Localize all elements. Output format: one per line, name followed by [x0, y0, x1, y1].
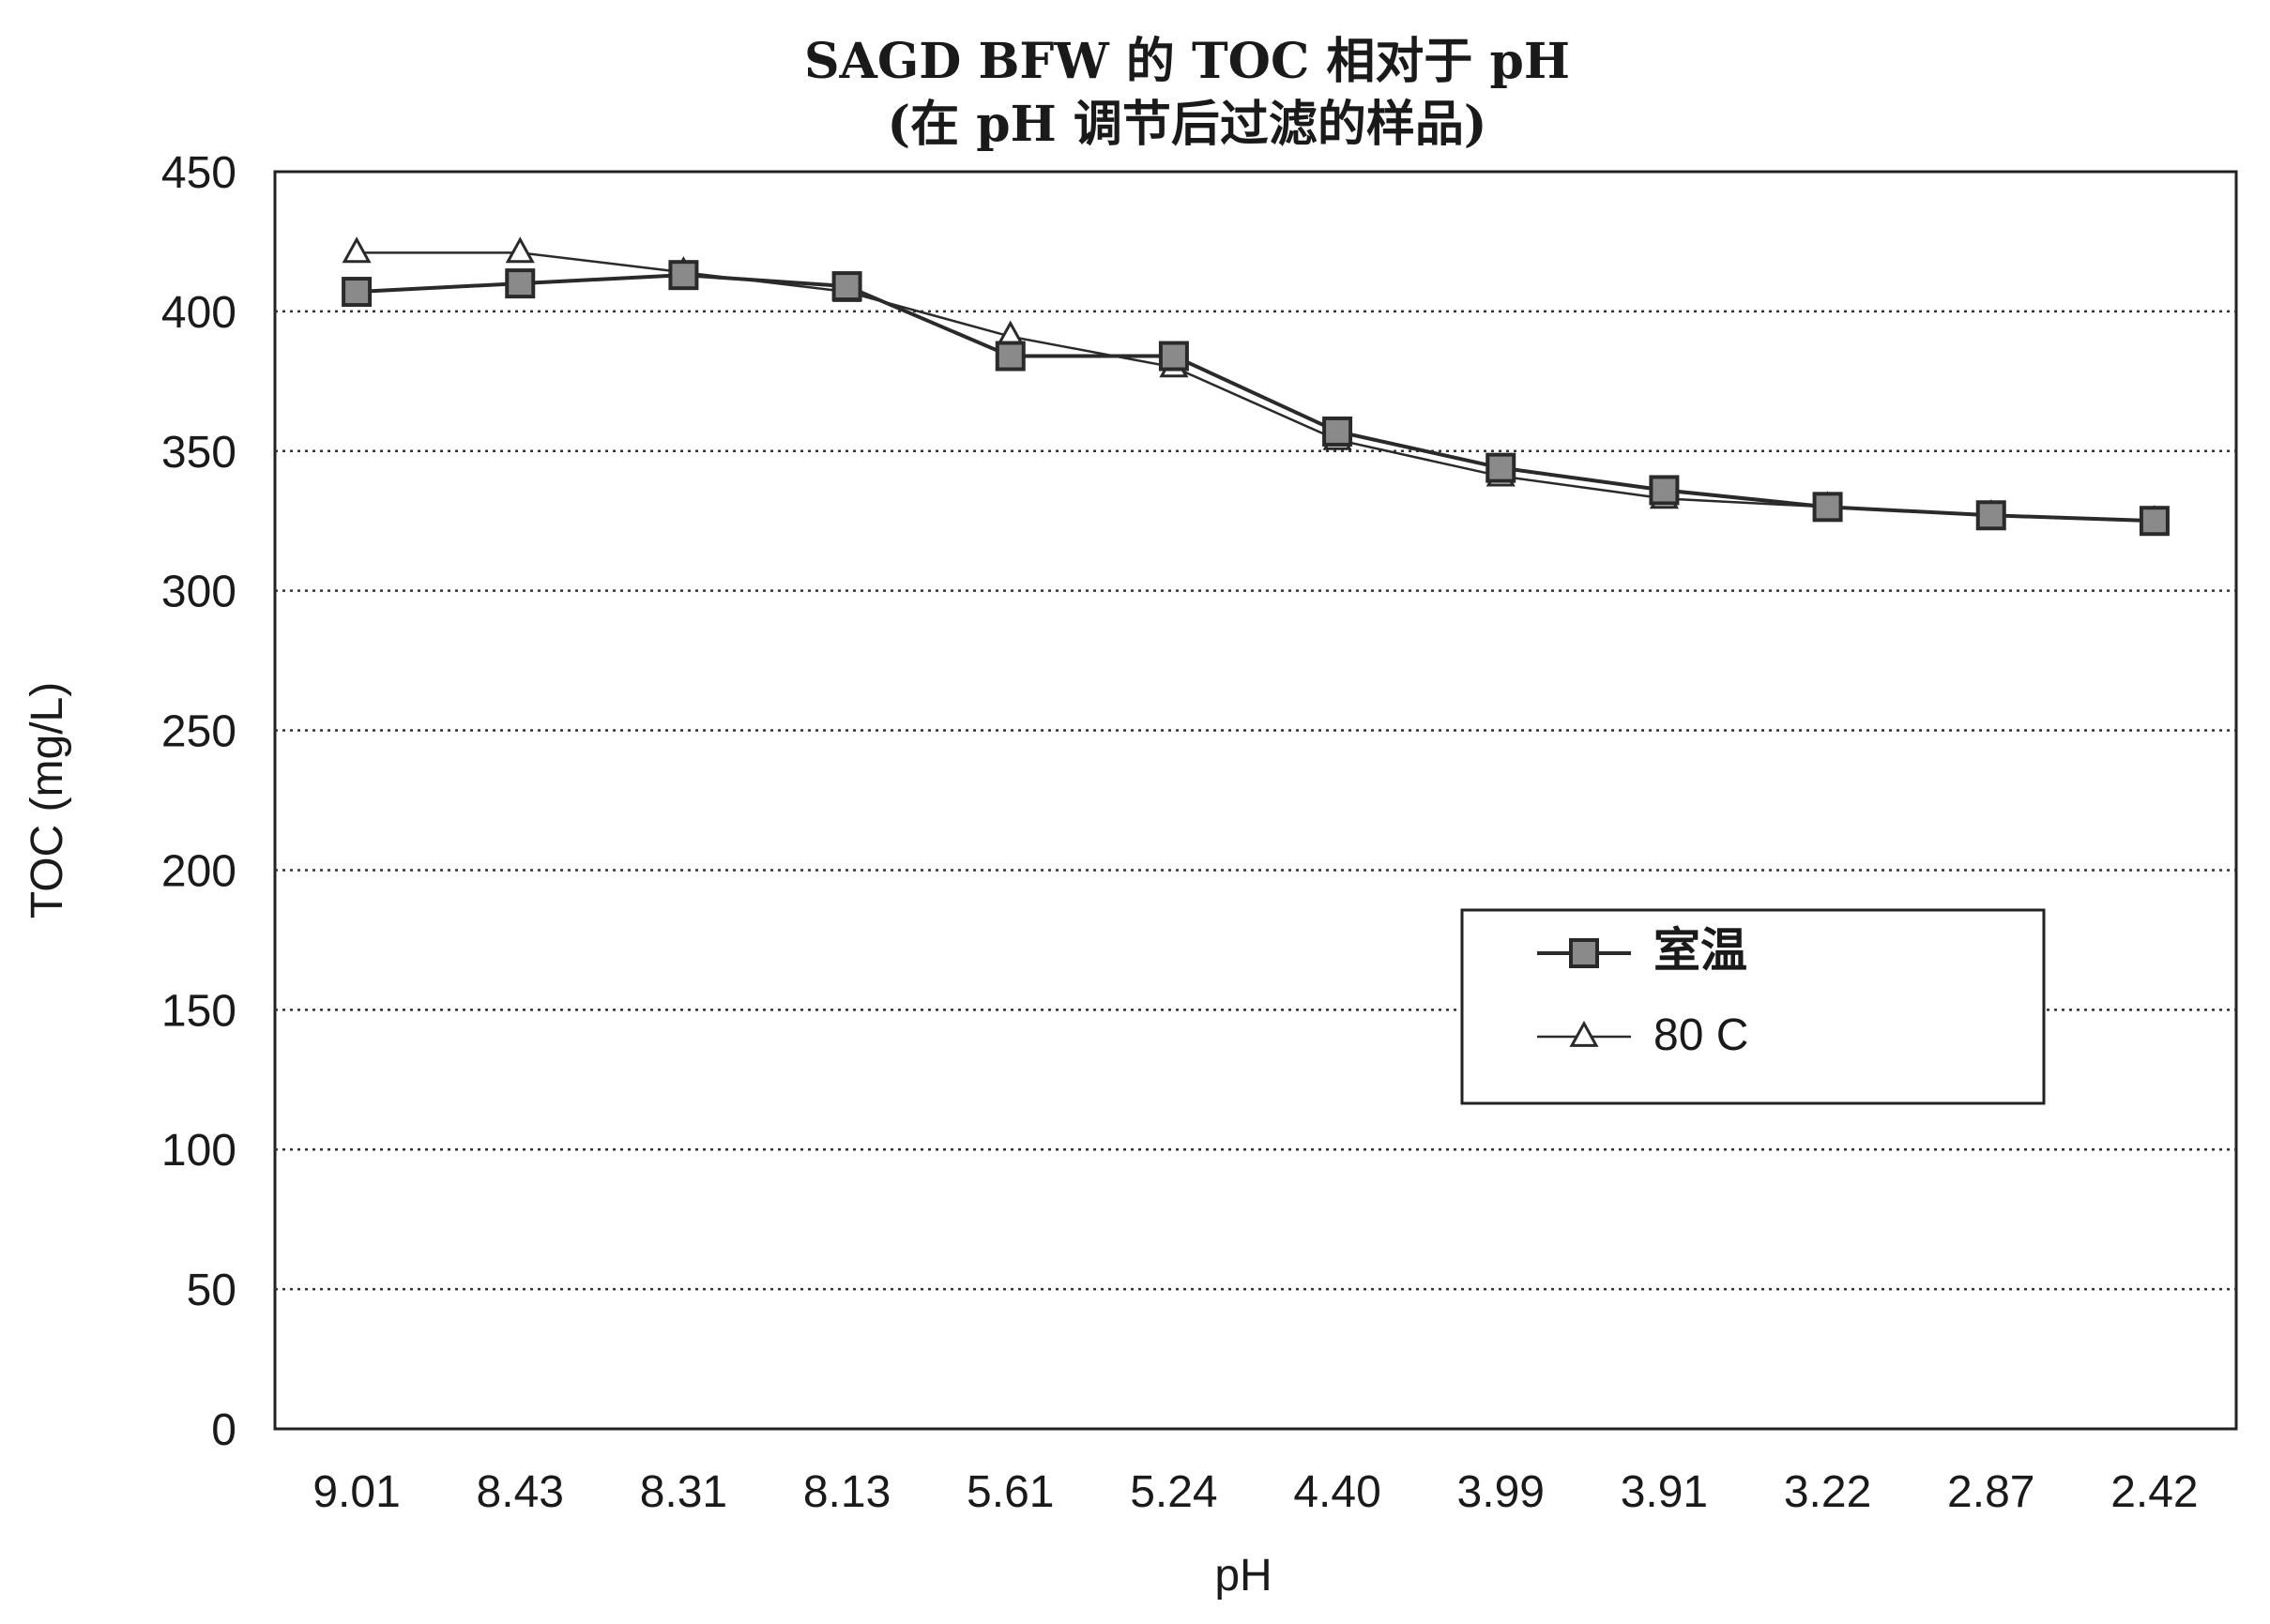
data-point-square: [1322, 416, 1353, 447]
plot-area: [273, 170, 2238, 1431]
data-point-square: [1158, 341, 1189, 372]
y-axis-ticks: 0 50 100 150 200 250 300 350 400 450: [161, 148, 236, 1455]
x-tick-label: 4.40: [1293, 1467, 1380, 1517]
chart-subtitle: (在 pH 调节后过滤的样品): [888, 96, 1487, 153]
y-tick-label: 150: [161, 986, 236, 1036]
y-tick-label: 200: [161, 846, 236, 896]
series-1: [342, 260, 2170, 537]
data-point-square: [1975, 500, 2006, 531]
y-axis-label: TOC (mg/L): [23, 682, 72, 918]
legend: 室温 80 C: [1460, 908, 2046, 1105]
data-point-square: [668, 260, 699, 291]
x-axis-label: pH: [1214, 1551, 1272, 1601]
x-tick-label: 5.61: [967, 1467, 1054, 1517]
chart-title: SAGD BFW 的 TOC 相对于 pH: [804, 33, 1570, 90]
x-tick-label: 8.43: [477, 1467, 564, 1517]
x-tick-label: 3.99: [1457, 1467, 1545, 1517]
data-point-square: [342, 277, 373, 308]
data-point-square: [1812, 492, 1843, 523]
legend-label-series-2: 80 C: [1653, 1010, 1748, 1060]
y-tick-label: 450: [161, 148, 236, 198]
data-point-square: [505, 268, 536, 299]
data-point-square: [1485, 452, 1516, 483]
y-tick-label: 300: [161, 568, 236, 617]
data-point-triangle: [505, 236, 535, 264]
legend-label-series-1: 室温: [1653, 922, 1747, 978]
legend-marker-square: [1569, 938, 1599, 968]
series-line: [356, 273, 2155, 524]
data-point-square: [995, 341, 1026, 372]
series-group: [342, 236, 2170, 537]
x-tick-label: 3.91: [1621, 1467, 1708, 1517]
data-point-square: [2139, 506, 2170, 537]
x-tick-label: 3.22: [1784, 1467, 1871, 1517]
y-tick-label: 50: [187, 1266, 236, 1315]
x-tick-label: 2.87: [1947, 1467, 2034, 1517]
legend-marker-triangle: [1569, 1020, 1599, 1047]
x-tick-label: 8.13: [803, 1467, 891, 1517]
x-axis-ticks: 9.01 8.43 8.31 8.13 5.61 5.24 4.40 3.99 3.91 3.22…: [312, 1467, 2198, 1517]
data-point-square: [831, 271, 862, 302]
y-tick-label: 400: [161, 288, 236, 338]
y-tick-label: 350: [161, 428, 236, 478]
y-tick-label: 100: [161, 1126, 236, 1176]
x-tick-label: 2.42: [2110, 1467, 2198, 1517]
x-tick-label: 9.01: [312, 1467, 400, 1517]
data-point-square: [1649, 475, 1680, 506]
x-tick-label: 8.31: [640, 1467, 727, 1517]
y-tick-label: 250: [161, 707, 236, 757]
y-tick-label: 0: [211, 1405, 236, 1455]
x-tick-label: 5.24: [1130, 1467, 1217, 1517]
data-point-triangle: [342, 236, 372, 264]
legend-box: [1460, 908, 2046, 1105]
